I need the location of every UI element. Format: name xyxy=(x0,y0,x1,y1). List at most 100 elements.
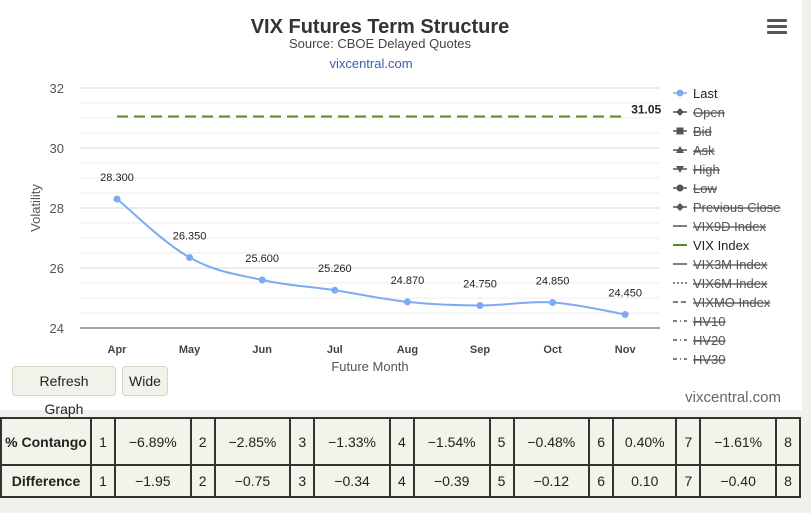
legend-item[interactable]: Previous Close xyxy=(673,200,780,215)
brand-watermark: vixcentral.com xyxy=(685,389,781,406)
refresh-graph-button[interactable]: Refresh Graph xyxy=(12,366,116,417)
last-data-label: 28.300 xyxy=(100,172,134,184)
last-data-point[interactable] xyxy=(331,286,339,294)
legend-item[interactable]: Ask xyxy=(673,143,715,158)
legend-label: VIX9D Index xyxy=(693,219,766,234)
chart: VIX Futures Term Structure Source: CBOE … xyxy=(28,16,780,374)
legend-label: Bid xyxy=(693,124,712,139)
difference-index-cell: 6 xyxy=(588,464,615,498)
legend-label: Open xyxy=(693,105,725,120)
legend-item[interactable]: HV20 xyxy=(673,333,726,348)
y-axis-title: Volatility xyxy=(28,184,43,232)
x-tick-label: Jun xyxy=(252,344,272,356)
grid-lines xyxy=(80,87,660,329)
last-data-point[interactable] xyxy=(549,299,557,306)
legend-item[interactable]: HV10 xyxy=(673,314,726,329)
difference-index-cell: 5 xyxy=(488,464,515,498)
x-tick-label: Apr xyxy=(108,344,128,356)
contango-value-cell: −1.33% xyxy=(313,417,391,466)
last-data-point[interactable] xyxy=(113,195,121,203)
last-data-label: 26.350 xyxy=(173,231,207,243)
hamburger-menu-icon[interactable] xyxy=(767,19,787,35)
legend-label: HV30 xyxy=(693,352,726,367)
y-tick-label: 28 xyxy=(50,201,64,216)
difference-value-cell: −1.95 xyxy=(114,464,192,498)
legend-item[interactable]: HV30 xyxy=(673,352,726,367)
legend-diamond-marker xyxy=(676,108,684,116)
legend-triangle-marker xyxy=(676,146,684,153)
source-link[interactable]: vixcentral.com xyxy=(329,56,412,71)
chart-title: VIX Futures Term Structure xyxy=(251,16,510,38)
contango-index-cell: 6 xyxy=(588,417,615,466)
difference-value-cell: −0.34 xyxy=(313,464,391,498)
legend-item[interactable]: Open xyxy=(673,105,725,120)
legend-item[interactable]: VIX9D Index xyxy=(673,219,766,234)
difference-row: Difference 1 −1.95 2 −0.75 3 −0.34 4 −0.39 5 −0.1… xyxy=(0,464,801,498)
contango-index-cell: 8 xyxy=(775,417,801,466)
x-tick-label: Aug xyxy=(397,344,418,356)
last-data-label: 24.850 xyxy=(536,276,570,288)
x-tick-label: Nov xyxy=(615,344,637,356)
legend-label: VIXMO Index xyxy=(693,295,771,310)
x-tick-label: May xyxy=(179,344,201,356)
legend-item[interactable]: VIXMO Index xyxy=(673,295,771,310)
series-group: 31.05 28.300 26.350 25.600 25.260 24.870 24.75… xyxy=(100,103,662,318)
last-data-point[interactable] xyxy=(186,254,194,261)
legend-label: VIX6M Index xyxy=(693,276,768,291)
difference-value-cell: −0.39 xyxy=(412,464,491,498)
contango-value-cell: −6.89% xyxy=(114,417,192,466)
difference-index-cell: 1 xyxy=(90,464,116,498)
last-data-label: 25.260 xyxy=(318,263,352,275)
contango-index-cell: 2 xyxy=(189,417,216,466)
legend-square-marker xyxy=(676,127,684,135)
last-data-label: 24.870 xyxy=(391,275,425,287)
last-data-point[interactable] xyxy=(403,298,411,306)
last-data-point[interactable] xyxy=(621,311,629,318)
legend-label: VIX Index xyxy=(693,238,750,253)
difference-index-cell: 4 xyxy=(388,464,415,498)
contango-value-cell: −1.54% xyxy=(412,417,491,466)
last-data-label: 24.750 xyxy=(463,279,497,291)
legend-item[interactable]: VIX6M Index xyxy=(673,276,768,291)
x-tick-label: Sep xyxy=(470,344,490,356)
y-tick-label: 26 xyxy=(50,261,64,276)
x-axis: Apr May Jun Jul Aug Sep Oct Nov xyxy=(108,344,637,356)
contango-index-cell: 5 xyxy=(488,417,515,466)
x-tick-label: Oct xyxy=(543,344,562,356)
legend-item[interactable]: Low xyxy=(673,181,717,196)
y-tick-label: 32 xyxy=(50,81,64,96)
contango-value-cell: 0.40% xyxy=(612,417,678,466)
legend-item[interactable]: Bid xyxy=(673,124,712,139)
x-axis-title: Future Month xyxy=(331,359,408,374)
legend-item[interactable]: High xyxy=(673,162,720,177)
legend-item[interactable]: VIX3M Index xyxy=(673,257,768,272)
y-tick-label: 24 xyxy=(50,321,64,336)
difference-index-cell: 3 xyxy=(289,464,316,498)
vix-index-label: 31.05 xyxy=(631,103,661,117)
stats-table: % Contango 1 −6.89% 2 −2.85% 3 −1.33% 4 −1.54% 5… xyxy=(0,417,801,498)
legend-label: Low xyxy=(693,181,717,196)
last-data-point[interactable] xyxy=(258,276,266,284)
y-axis: 24 26 28 30 32 xyxy=(50,81,64,336)
x-tick-label: Jul xyxy=(327,344,343,356)
contango-index-cell: 1 xyxy=(90,417,116,466)
chart-container: VIX Futures Term Structure Source: CBOE … xyxy=(0,0,802,417)
y-tick-label: 30 xyxy=(50,141,64,156)
contango-index-cell: 7 xyxy=(675,417,702,466)
legend-item[interactable]: Last xyxy=(673,86,718,101)
legend-circle-marker xyxy=(676,89,684,97)
contango-value-cell: −1.61% xyxy=(699,417,777,466)
legend-label: HV20 xyxy=(693,333,726,348)
contango-index-cell: 3 xyxy=(289,417,316,466)
contango-row: % Contango 1 −6.89% 2 −2.85% 3 −1.33% 4 −1.54% 5… xyxy=(0,417,801,466)
legend: Last Open Bid Ask High Low Previous Close VIX9D… xyxy=(673,86,780,367)
legend-diamond-marker xyxy=(676,203,684,211)
legend-circle-marker xyxy=(676,184,684,192)
contango-value-cell: −0.48% xyxy=(512,417,591,466)
contango-header: % Contango xyxy=(0,417,92,466)
last-data-point[interactable] xyxy=(476,302,484,309)
legend-triangle-down-marker xyxy=(676,166,684,173)
legend-item[interactable]: VIX Index xyxy=(673,238,750,253)
wide-button[interactable]: Wide xyxy=(122,366,168,396)
legend-label: VIX3M Index xyxy=(693,257,768,272)
